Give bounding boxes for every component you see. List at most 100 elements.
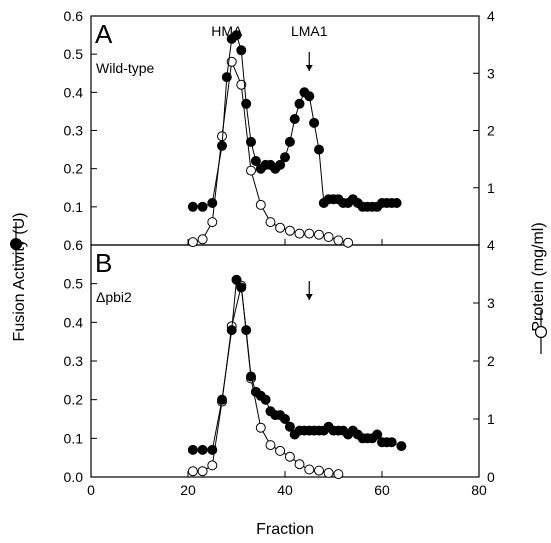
panel-A-fusion-point (231, 30, 242, 41)
panel-B-fusion-point (246, 371, 256, 382)
panel-A-protein-point (343, 237, 354, 248)
panel-A-protein-point (284, 225, 295, 236)
left-axis-legend-key (10, 222, 22, 266)
panel-B-protein-point (304, 464, 315, 475)
panel-B-subtitle: Δpbi2 (96, 289, 132, 305)
right-axis-legend-key (534, 310, 548, 354)
x-tick-label: 0 (87, 482, 95, 498)
panel-A-fusion-point (207, 198, 218, 208)
panel-A-fusion-point (294, 98, 305, 109)
y-right-axis-title: Protein (mg/ml) (530, 222, 547, 331)
panel-A-protein-point (333, 235, 344, 246)
panel-B-fusion-point (231, 274, 242, 285)
panel-A-protein-point (265, 217, 276, 228)
panel-A-protein-point (314, 229, 324, 240)
panel-B-fusion-point (372, 429, 383, 440)
y-left-tick-label: 0.6 (64, 237, 84, 253)
panel-B-protein-point (265, 440, 276, 451)
panel-B-protein-point (294, 459, 305, 470)
panel-A-frame (90, 15, 480, 246)
y-left-axis-title: Fusion Activity (U) (11, 213, 28, 342)
y-right-tick-label: 0 (487, 469, 495, 485)
panel-A-protein-point (197, 234, 208, 245)
y-left-tick-label: 0.1 (64, 430, 84, 446)
panel-A-protein-point (236, 79, 247, 90)
y-right-tick-label: 1 (487, 180, 495, 196)
panel-B-fusion-point (241, 325, 252, 336)
panel-A-fusion-point (314, 144, 324, 155)
y-left-tick-label: 0.3 (64, 123, 84, 139)
y-right-tick-label: 3 (487, 295, 495, 311)
panel-B-fusion-point (197, 444, 208, 455)
panel-A-fusion-point (241, 98, 252, 109)
y-left-tick-label: 0.4 (64, 84, 84, 100)
y-left-tick-label: 0.6 (64, 8, 84, 24)
panel-B-fusion-point (236, 282, 247, 293)
panel-A-fusion-point (236, 45, 247, 56)
panel-B-fusion-line (192, 278, 402, 451)
panel-B-fusion-point (207, 444, 218, 455)
panel-A-fusion-point (250, 156, 261, 166)
panel-A-fusion-point (391, 198, 402, 208)
panel-A-protein-point (207, 217, 218, 228)
panel-B-fusion-point (280, 414, 290, 424)
panel-A-fusion-point (275, 159, 286, 170)
annotations: A Wild-type HMA LMA1 B Δpbi2 (95, 19, 328, 305)
panel-A-protein-point (246, 165, 256, 176)
panel-A-protein-point (275, 222, 286, 233)
y-left-tick-label: 0.2 (64, 161, 84, 177)
y-left-tick-label: 0.0 (64, 469, 84, 485)
x-tick-label: 60 (374, 482, 390, 498)
panel-B-protein-point (314, 465, 324, 476)
annotation-arrow-head (305, 65, 313, 71)
panel-B-frame (90, 244, 480, 478)
axis-ticks: 0.1 0.2 0.3 0.4 0.5 0.6 1 2 3 4 0.0 0.1 0.2 0.3 0.4 0.5… (64, 8, 495, 498)
y-right-tick-label: 2 (487, 123, 495, 139)
panel-B-fusion-point (284, 421, 295, 432)
panel-A-protein-point (294, 228, 305, 239)
x-tick-label: 20 (180, 482, 196, 498)
panel-A-letter: A (95, 19, 113, 49)
x-tick-label: 80 (471, 482, 487, 498)
chart-frame (90, 15, 480, 478)
panel-A-fusion-point (284, 136, 295, 147)
panel-B-protein-point (207, 460, 218, 471)
panel-A-protein-line (192, 59, 349, 244)
panel-B-protein-point (197, 466, 208, 477)
annotation-label: HMA (211, 23, 243, 39)
y-right-tick-label: 4 (487, 8, 495, 24)
panel-B-protein-point (333, 469, 344, 480)
panel-B-fusion-point (386, 437, 397, 448)
y-left-tick-label: 0.1 (64, 199, 84, 215)
panel-A-fusion-point (217, 140, 227, 151)
y-left-tick-label: 0.4 (64, 314, 84, 330)
x-tick-label: 40 (277, 482, 293, 498)
panel-B-fusion-point (187, 444, 198, 455)
panel-B-protein-point (255, 422, 266, 433)
y-right-tick-label: 1 (487, 411, 495, 427)
panel-B-fusion-point (226, 325, 237, 336)
panel-B-protein-point (275, 445, 286, 456)
panel-A-fusion-point (309, 117, 320, 128)
x-axis-title: Fraction (256, 521, 314, 538)
panel-A-protein-point (187, 237, 198, 248)
panel-B-fusion-point (260, 394, 271, 405)
panel-A-fusion-point (289, 114, 300, 124)
y-left-tick-label: 0.2 (64, 392, 84, 408)
panel-B-fusion-point (217, 394, 227, 405)
panel-A-fusion-point (280, 152, 290, 163)
panel-A-fusion-point (197, 201, 208, 212)
panel-A-fusion-point (221, 72, 232, 83)
y-right-tick-label: 4 (487, 237, 495, 253)
y-left-tick-label: 0.3 (64, 353, 84, 369)
panel-A-protein-point (304, 228, 315, 239)
panel-A-protein-point (255, 199, 266, 210)
panel-A-subtitle: Wild-type (96, 60, 155, 76)
annotation-arrow-head (305, 294, 313, 300)
panel-B-protein-point (323, 467, 334, 478)
panel-B-letter: B (95, 248, 112, 278)
data-series (187, 30, 407, 480)
panel-B-protein-point (187, 466, 198, 477)
y-right-tick-label: 3 (487, 65, 495, 81)
